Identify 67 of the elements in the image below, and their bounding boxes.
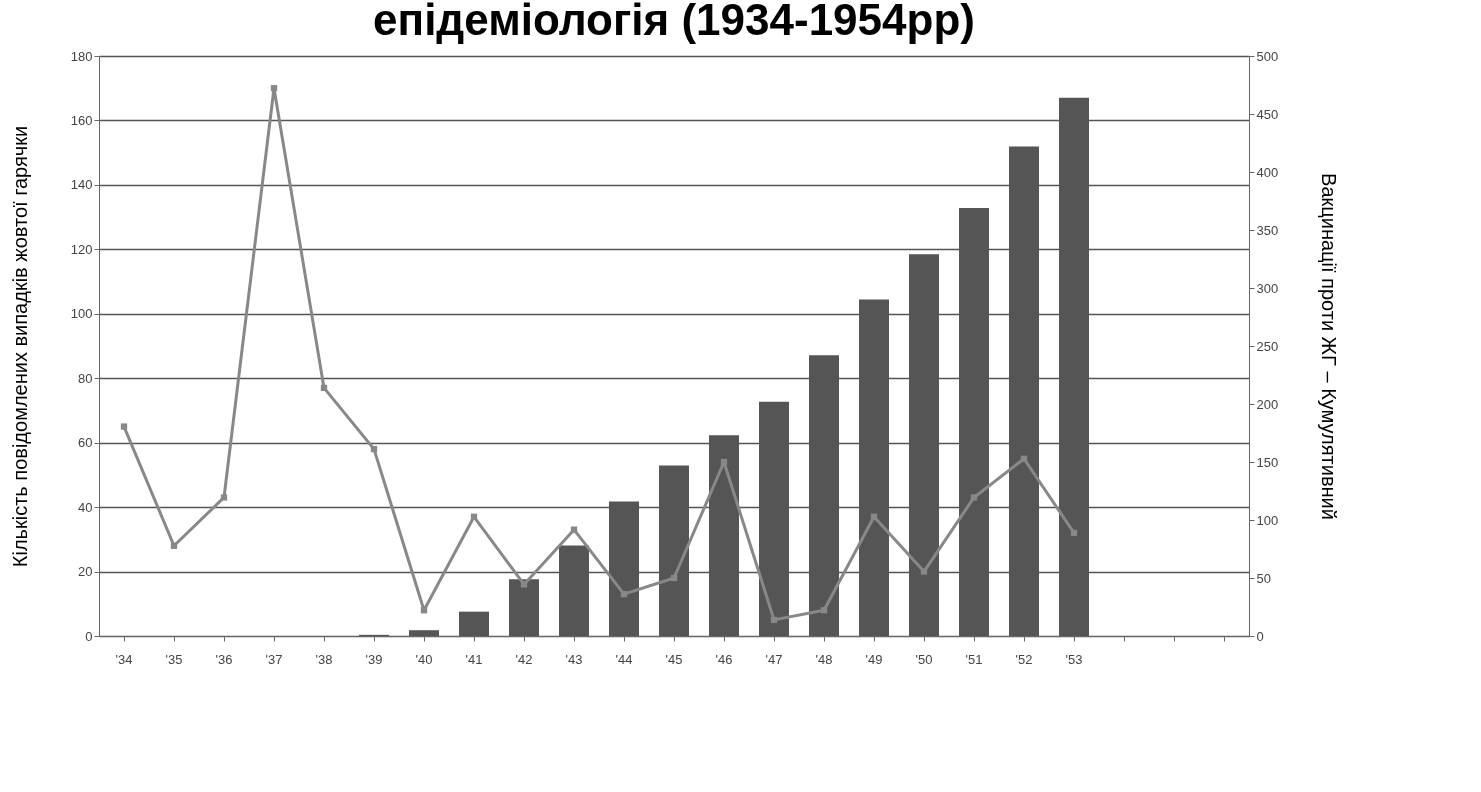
y2-tick-label: 300 [1256,280,1279,296]
x-tick-label: '41 [465,651,483,667]
bar [409,630,439,636]
x-tick-label: '34 [115,651,133,667]
y2-tick-label: 200 [1256,396,1279,412]
point [770,616,778,624]
y2-tick-label: 350 [1256,222,1279,238]
x-tick-label: '37 [265,651,283,667]
y-tick-label: 0 [85,628,93,644]
point [320,384,328,392]
point [220,494,228,501]
point [670,574,678,582]
point [1070,529,1078,537]
y2-tick-label: 0 [1256,628,1264,644]
point [420,607,428,614]
y-tick-label: 120 [70,241,93,257]
point [1020,455,1028,462]
x-tick-label: '46 [715,651,733,667]
y2-tick-label: 500 [1256,48,1279,64]
y-tick-label: 40 [78,499,93,515]
y-tick-label: 140 [70,177,93,193]
y2-axis-title: Вакцинації проти ЖГ – Кумулятивний [1318,173,1341,520]
x-tick-label: '45 [665,651,683,667]
x-tick-label: '36 [215,651,233,667]
point [120,423,128,430]
point [820,607,828,614]
point [870,513,878,520]
bar [459,611,489,636]
point [720,458,728,466]
x-tick-label: '49 [865,651,883,667]
y2-tick-label: 400 [1256,164,1279,180]
point [970,494,978,501]
y-tick-label: 80 [78,370,93,386]
point [270,85,278,92]
point [620,590,628,598]
y-axis-title: Кількість повідомлених випадків жовтої гарячки [8,125,31,568]
point [370,445,378,453]
y2-tick-label: 150 [1256,454,1279,470]
x-tick-label: '52 [1015,651,1033,667]
x-tick-label: '39 [365,651,383,667]
x-tick-label: '35 [165,651,183,667]
x-tick-label: '50 [915,651,933,667]
x-tick-label: '43 [565,651,583,667]
y2-tick-label: 250 [1256,338,1279,354]
bar [509,579,539,636]
x-tick-label: '48 [815,651,833,667]
x-tick-label: '51 [965,651,983,667]
x-tick-label: '47 [765,651,783,667]
x-tick-label: '44 [615,651,633,667]
y-tick-label: 160 [70,112,93,128]
y-tick-label: 100 [70,306,93,322]
x-tick-label: '40 [415,651,433,667]
y2-tick-label: 50 [1256,570,1271,586]
point [920,568,928,575]
x-tick-label: '42 [515,651,533,667]
x-tick-label: '38 [315,651,333,667]
point [470,513,478,520]
y-tick-label: 60 [78,435,93,451]
point [520,581,528,588]
x-tick-label: '53 [1065,651,1083,667]
y2-tick-label: 100 [1256,512,1279,528]
chart-title: епідеміологія (1934-1954рр) [373,0,975,44]
y-tick-label: 20 [78,564,93,580]
y2-tick-label: 450 [1256,106,1279,122]
point [570,526,578,533]
y-tick-label: 180 [70,48,93,64]
point [170,542,178,549]
